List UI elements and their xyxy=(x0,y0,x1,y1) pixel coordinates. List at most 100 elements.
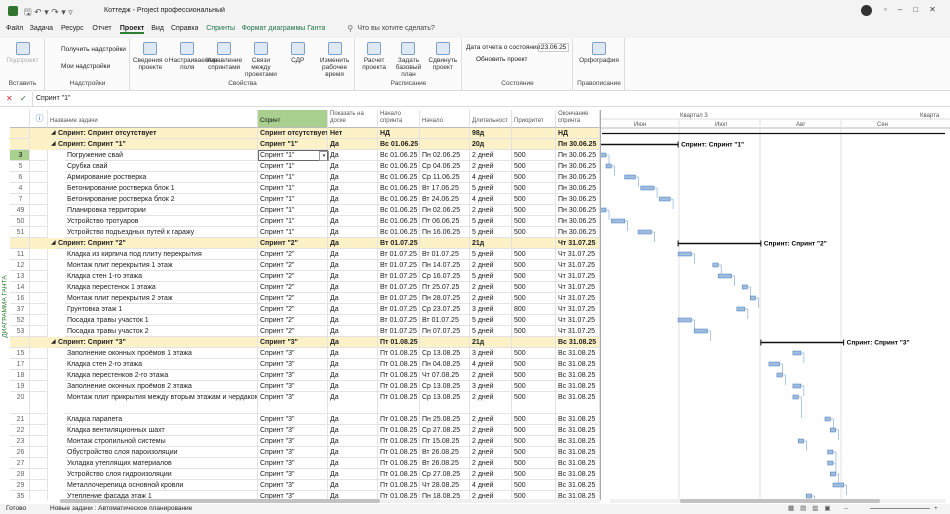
task-cell[interactable]: Да xyxy=(328,172,378,183)
menu-tab[interactable]: Отчет xyxy=(92,25,112,32)
summary-cell[interactable]: Спринт: Спринт "3" xyxy=(56,337,258,348)
task-cell[interactable]: Спринт "2" xyxy=(258,282,328,293)
task-cell[interactable]: 500 xyxy=(512,348,556,359)
task-cell[interactable]: Обустройство слоя пароизоляции xyxy=(65,447,258,458)
row-id[interactable]: 15 xyxy=(10,348,30,359)
task-cell[interactable]: Пт 01.08.25 xyxy=(378,458,420,469)
task-cell[interactable]: Спринт "3" xyxy=(258,381,328,392)
zoom-in[interactable]: + xyxy=(934,505,938,512)
summary-cell[interactable] xyxy=(420,128,470,139)
task-cell[interactable]: 2 дней xyxy=(470,458,512,469)
task-cell[interactable]: 500 xyxy=(512,392,556,414)
summary-cell[interactable]: Спринт "3" xyxy=(258,337,328,348)
task-cell[interactable]: 500 xyxy=(512,194,556,205)
task-cell[interactable]: 2 дней xyxy=(470,293,512,304)
task-cell[interactable]: Пт 01.08.25 xyxy=(378,414,420,425)
menu-tab[interactable]: Задача xyxy=(29,25,54,32)
task-cell[interactable]: Вс 01.06.25 xyxy=(378,216,420,227)
ribbon-button[interactable]: Подпроект xyxy=(2,42,43,64)
task-cell[interactable]: Пн 18.08.25 xyxy=(420,491,470,500)
task-cell[interactable]: Да xyxy=(328,447,378,458)
task-cell[interactable]: Спринт "3" xyxy=(258,469,328,480)
summary-cell[interactable]: Пт 01.08.25 xyxy=(378,337,420,348)
summary-cell[interactable] xyxy=(420,337,470,348)
task-cell[interactable]: Да xyxy=(328,359,378,370)
task-cell[interactable]: Да xyxy=(328,161,378,172)
row-id[interactable]: 51 xyxy=(10,227,30,238)
task-cell[interactable]: 500 xyxy=(512,458,556,469)
formula-value[interactable]: Спринт "1" xyxy=(36,95,71,102)
ribbon-button[interactable]: Сдвинуть проект xyxy=(426,42,460,71)
task-cell[interactable]: 2 дней xyxy=(470,425,512,436)
status-mode[interactable]: Новые задачи : Автоматическое планирован… xyxy=(50,505,193,512)
task-cell[interactable]: Кладка стен 2-го этажа xyxy=(65,359,258,370)
task-cell[interactable]: Спринт "1" xyxy=(258,150,328,161)
task-cell[interactable]: Чт 31.07.25 xyxy=(556,282,600,293)
task-cell[interactable]: Вс 31.08.25 xyxy=(556,458,600,469)
row-id[interactable]: 35 xyxy=(10,491,30,500)
task-cell[interactable]: 2 дней xyxy=(470,392,512,414)
summary-cell[interactable]: Спринт: Спринт отсутствует xyxy=(56,128,258,139)
task-cell[interactable]: 5 дней xyxy=(470,249,512,260)
task-cell[interactable]: Вс 01.06.25 xyxy=(378,161,420,172)
task-cell[interactable]: 500 xyxy=(512,315,556,326)
task-cell[interactable]: Посадка травы участок 2 xyxy=(65,326,258,337)
task-cell[interactable]: Ср 13.08.25 xyxy=(420,392,470,414)
task-cell[interactable]: Пн 30.06.25 xyxy=(556,183,600,194)
summary-cell[interactable]: 21д xyxy=(470,337,512,348)
task-cell[interactable]: Да xyxy=(328,458,378,469)
row-id[interactable]: 29 xyxy=(10,480,30,491)
task-cell[interactable]: Заполнение оконных проёмов 1 этажа xyxy=(65,348,258,359)
task-cell[interactable]: Пн 04.08.25 xyxy=(420,359,470,370)
task-cell[interactable]: Спринт "2" xyxy=(258,249,328,260)
task-cell[interactable]: Вс 31.08.25 xyxy=(556,370,600,381)
task-cell[interactable]: Устройство подъездных путей к гаражу xyxy=(65,227,258,238)
task-cell[interactable]: Вт 01.07.25 xyxy=(378,304,420,315)
row-id[interactable]: 53 xyxy=(10,326,30,337)
task-cell[interactable]: Пт 01.08.25 xyxy=(378,436,420,447)
task-cell[interactable]: Пт 01.08.25 xyxy=(378,381,420,392)
column-header[interactable]: Начало спринта xyxy=(378,110,420,128)
task-cell[interactable]: Монтаж плит перекрытия 1 этаж xyxy=(65,260,258,271)
task-cell[interactable]: Металлочерепица основной кровли xyxy=(65,480,258,491)
task-cell[interactable]: Вт 24.06.25 xyxy=(420,194,470,205)
collapse-toggle[interactable]: ◢ xyxy=(51,240,56,246)
task-cell[interactable]: Пн 30.06.25 xyxy=(556,172,600,183)
task-cell[interactable]: Да xyxy=(328,491,378,500)
task-cell[interactable]: Вт 01.07.25 xyxy=(420,315,470,326)
menu-tab[interactable]: Ресурс xyxy=(61,25,84,32)
task-cell[interactable]: Пн 30.06.25 xyxy=(556,194,600,205)
row-id[interactable]: 23 xyxy=(10,436,30,447)
task-cell[interactable]: 2 дней xyxy=(470,469,512,480)
task-cell[interactable]: 2 дней xyxy=(470,282,512,293)
ribbon-button[interactable]: Орфография xyxy=(575,42,623,64)
summary-cell[interactable]: Спринт "1" xyxy=(258,139,328,150)
row-id[interactable]: 11 xyxy=(10,249,30,260)
task-cell[interactable]: Спринт "2" xyxy=(258,260,328,271)
task-cell[interactable]: Вс 31.08.25 xyxy=(556,447,600,458)
row-id[interactable]: 16 xyxy=(10,293,30,304)
row-id[interactable]: 28 xyxy=(10,469,30,480)
task-cell[interactable]: Да xyxy=(328,150,378,161)
task-cell[interactable]: Ср 13.08.25 xyxy=(420,348,470,359)
summary-cell[interactable]: НД xyxy=(378,128,420,139)
task-cell[interactable]: Кладка из кирпича под плиту перекрытия xyxy=(65,249,258,260)
gantt-scrollbar[interactable] xyxy=(610,499,945,503)
task-cell[interactable]: Заполнение оконных проёмов 2 этажа xyxy=(65,381,258,392)
task-cell[interactable]: Чт 31.07.25 xyxy=(556,249,600,260)
task-cell[interactable]: Спринт "3" xyxy=(258,414,328,425)
task-cell[interactable]: Вс 01.06.25 xyxy=(378,172,420,183)
row-id[interactable]: 6 xyxy=(10,172,30,183)
task-cell[interactable]: Пт 15.08.25 xyxy=(420,436,470,447)
task-cell[interactable]: Чт 31.07.25 xyxy=(556,293,600,304)
task-cell[interactable]: 500 xyxy=(512,227,556,238)
task-cell[interactable]: Да xyxy=(328,183,378,194)
summary-cell[interactable] xyxy=(512,128,556,139)
task-cell[interactable]: 500 xyxy=(512,172,556,183)
task-cell[interactable]: 500 xyxy=(512,491,556,500)
task-cell[interactable]: Чт 31.07.25 xyxy=(556,260,600,271)
task-cell[interactable]: Спринт "2" xyxy=(258,326,328,337)
summary-cell[interactable]: Спринт отсутствует xyxy=(258,128,328,139)
task-cell[interactable]: 5 дней xyxy=(470,183,512,194)
task-cell[interactable]: 2 дней xyxy=(470,447,512,458)
